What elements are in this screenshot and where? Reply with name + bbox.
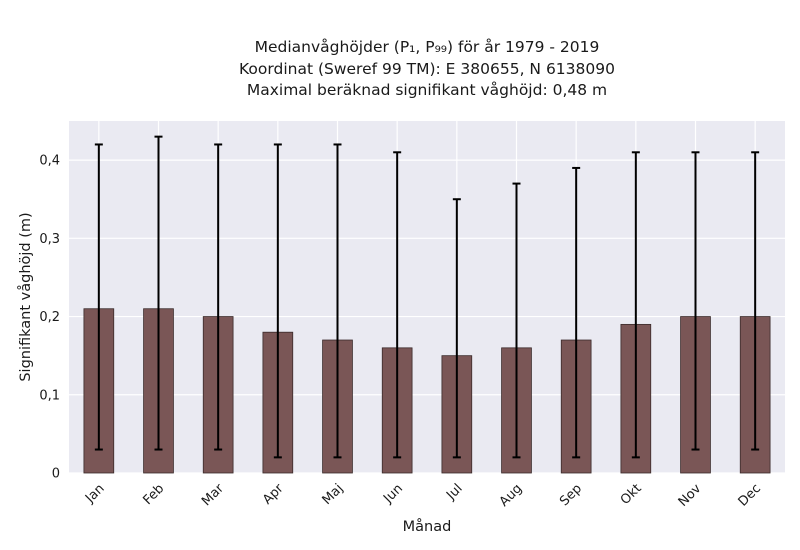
y-tick-label: 0,3 (39, 232, 60, 247)
errorbar-apr (273, 143, 282, 459)
errorbar-maj (333, 143, 342, 459)
x-tick-label-aug: Aug (497, 481, 526, 510)
x-tick-label-jul: Jul (443, 481, 465, 503)
errorbar-sep (572, 166, 581, 459)
title-line-2: Koordinat (Sweref 99 TM): E 380655, N 61… (239, 60, 615, 78)
errorbar-nov (691, 151, 700, 451)
y-tick-labels: 0 0,1 0,2 0,3 0,4 (39, 154, 60, 482)
errorbar-aug (512, 182, 521, 459)
x-tick-label-maj: Maj (320, 481, 347, 508)
y-tick-label: 0 (52, 467, 60, 482)
title-line-3: Maximal beräknad signifikant våghöjd: 0,… (247, 81, 607, 99)
x-tick-label-sep: Sep (557, 481, 585, 509)
x-tick-label-okt: Okt (618, 481, 645, 508)
x-tick-label-dec: Dec (736, 481, 764, 509)
errorbar-okt (631, 151, 640, 459)
error-bars (94, 135, 760, 459)
x-axis-label: Månad (403, 518, 452, 535)
y-tick-label: 0,2 (39, 310, 60, 325)
errorbar-mar (214, 143, 223, 451)
errorbar-jun (393, 151, 402, 459)
errorbar-jul (452, 198, 461, 459)
x-tick-label-nov: Nov (676, 481, 705, 510)
y-tick-label: 0,1 (39, 388, 60, 403)
x-tick-label-feb: Feb (140, 481, 167, 508)
plot-area (69, 121, 785, 473)
errorbar-dec (751, 151, 760, 451)
x-tick-label-jan: Jan (82, 481, 107, 506)
y-axis-label: Signifikant våghöjd (m) (17, 212, 34, 381)
x-tick-label-apr: Apr (260, 481, 287, 508)
title-line-1: Medianvåghöjder (P₁, P₉₉) för år 1979 - … (255, 38, 600, 56)
errorbar-jan (94, 143, 103, 451)
errorbar-feb (154, 135, 163, 451)
x-tick-labels: Jan Feb Mar Apr Maj Jun Jul Aug Sep Okt Nov Dec (82, 481, 764, 510)
x-tick-label-jun: Jun (380, 481, 406, 507)
chart-title: Medianvåghöjder (P₁, P₉₉) för år 1979 - … (239, 38, 615, 99)
y-tick-label: 0,4 (39, 154, 60, 169)
x-tick-label-mar: Mar (199, 481, 227, 509)
